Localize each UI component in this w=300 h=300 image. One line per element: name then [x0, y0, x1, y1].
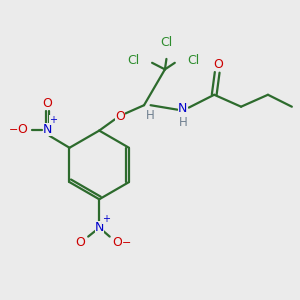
- Text: −: −: [122, 238, 131, 248]
- Text: −: −: [9, 125, 18, 135]
- Text: O: O: [18, 123, 28, 136]
- Text: +: +: [102, 214, 110, 224]
- Text: +: +: [50, 115, 57, 125]
- Text: O: O: [214, 58, 224, 70]
- Text: O: O: [115, 110, 125, 123]
- Text: O: O: [75, 236, 85, 249]
- Text: O: O: [43, 98, 52, 110]
- Text: Cl: Cl: [160, 36, 172, 49]
- Text: H: H: [146, 109, 154, 122]
- Text: Cl: Cl: [128, 54, 140, 67]
- Text: H: H: [178, 116, 187, 129]
- Text: Cl: Cl: [187, 54, 200, 67]
- Text: O: O: [112, 236, 122, 249]
- Text: N: N: [43, 123, 52, 136]
- Text: N: N: [94, 221, 104, 234]
- Text: N: N: [178, 102, 188, 115]
